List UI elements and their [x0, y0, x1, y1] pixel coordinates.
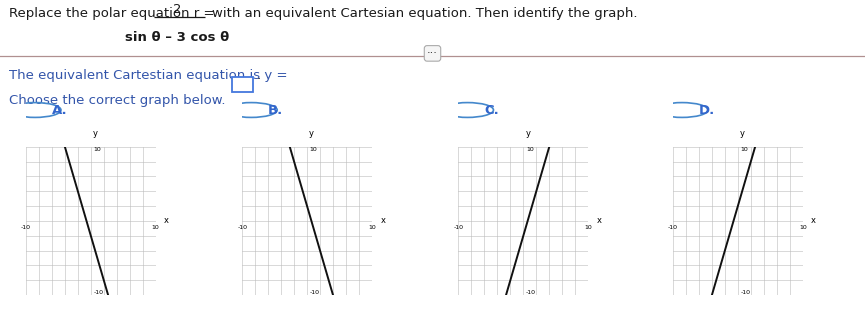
Text: 10: 10: [93, 147, 101, 152]
Text: -10: -10: [310, 290, 320, 295]
Text: 2: 2: [173, 3, 182, 16]
Text: 10: 10: [368, 225, 375, 231]
Text: 10: 10: [526, 147, 534, 152]
Text: x: x: [164, 216, 170, 226]
Text: Replace the polar equation r =: Replace the polar equation r =: [9, 7, 215, 20]
Text: A.: A.: [52, 104, 67, 116]
Text: sin θ – 3 cos θ: sin θ – 3 cos θ: [125, 31, 229, 44]
Text: -10: -10: [237, 225, 247, 231]
Text: ···: ···: [427, 49, 438, 58]
Text: Choose the correct graph below.: Choose the correct graph below.: [9, 94, 225, 107]
Text: C.: C.: [484, 104, 499, 116]
Text: y: y: [740, 129, 745, 138]
Text: y: y: [525, 129, 530, 138]
Text: -10: -10: [453, 225, 464, 231]
Text: B.: B.: [268, 104, 284, 116]
Text: with an equivalent Cartesian equation. Then identify the graph.: with an equivalent Cartesian equation. T…: [212, 7, 638, 20]
Text: 10: 10: [740, 147, 748, 152]
Text: 10: 10: [585, 225, 592, 231]
Text: x: x: [811, 216, 817, 226]
Text: 10: 10: [799, 225, 806, 231]
Text: .: .: [257, 69, 261, 82]
Text: -10: -10: [93, 290, 104, 295]
Text: 10: 10: [152, 225, 159, 231]
FancyBboxPatch shape: [232, 77, 253, 92]
Text: -10: -10: [526, 290, 536, 295]
Text: The equivalent Cartestian equation is y =: The equivalent Cartestian equation is y …: [9, 69, 287, 82]
Text: 10: 10: [310, 147, 317, 152]
Text: -10: -10: [740, 290, 751, 295]
Text: x: x: [381, 216, 386, 226]
Text: x: x: [597, 216, 602, 226]
Text: y: y: [309, 129, 314, 138]
Text: D.: D.: [699, 104, 715, 116]
Text: -10: -10: [668, 225, 678, 231]
Text: y: y: [93, 129, 98, 138]
Text: -10: -10: [21, 225, 31, 231]
